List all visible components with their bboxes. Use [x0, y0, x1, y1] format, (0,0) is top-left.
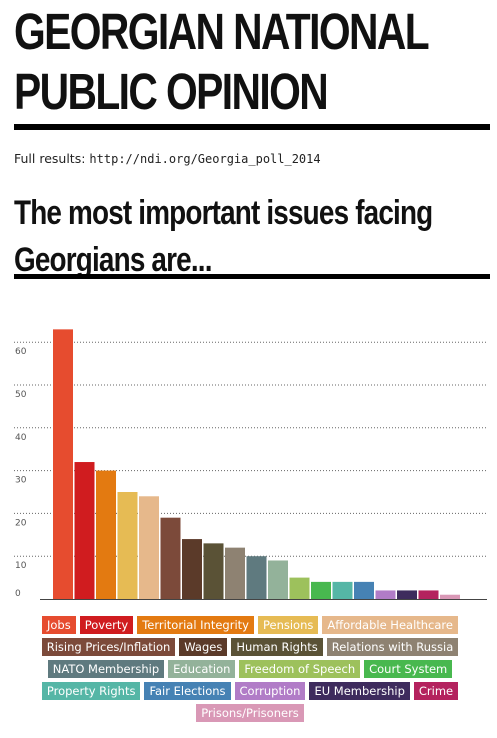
main-title-line-1: GEORGIAN NATIONAL [14, 3, 430, 60]
legend-item-rising-prices-inflation[interactable]: Rising Prices/Inflation [41, 638, 176, 656]
legend-item-fair-elections[interactable]: Fair Elections [144, 682, 231, 700]
bar-rising-prices-inflation[interactable] [160, 517, 181, 599]
y-tick-label: 50 [15, 390, 27, 400]
main-title-line-2: PUBLIC OPINION [14, 63, 329, 120]
legend-item-poverty[interactable]: Poverty [79, 616, 134, 634]
legend-item-court-system[interactable]: Court System [364, 660, 453, 678]
results-link[interactable]: http://ndi.org/Georgia_poll_2014 [89, 152, 321, 166]
bar-property-rights[interactable] [332, 581, 353, 599]
chart-legend: Jobs Poverty Territorial Integrity Pensions… [40, 616, 460, 722]
legend-item-prisons-prisoners[interactable]: Prisons/Prisoners [196, 704, 304, 722]
bar-crime[interactable] [418, 590, 439, 599]
legend-item-human-rights[interactable]: Human Rights [231, 638, 323, 656]
legend-item-pensions[interactable]: Pensions [257, 616, 319, 634]
y-tick-label: 30 [15, 476, 27, 486]
y-tick-label: 40 [15, 433, 27, 443]
issues-bar-chart: 0 10 20 30 40 50 60 [14, 329, 487, 600]
main-title: GEORGIAN NATIONAL PUBLIC OPINION [14, 2, 430, 122]
bar-education[interactable] [268, 560, 288, 599]
legend-item-education[interactable]: Education [168, 660, 236, 678]
legend-item-relations-with-russia[interactable]: Relations with Russia [326, 638, 459, 656]
bar-prisons-prisoners[interactable] [440, 594, 460, 599]
bar-corruption[interactable] [375, 590, 396, 599]
bar-wages[interactable] [182, 539, 202, 599]
bar-relations-with-russia[interactable] [225, 547, 245, 599]
bar-pensions[interactable] [117, 492, 138, 599]
y-tick-label: 10 [15, 561, 27, 571]
bar-eu-membership[interactable] [397, 590, 417, 599]
bar-nato-membership[interactable] [246, 556, 267, 599]
legend-item-corruption[interactable]: Corruption [234, 682, 306, 700]
results-line: Full results: http://ndi.org/Georgia_pol… [14, 151, 321, 166]
y-tick-label: 20 [15, 518, 27, 528]
bar-affordable-healthcare[interactable] [139, 496, 159, 599]
legend-item-jobs[interactable]: Jobs [42, 616, 76, 634]
legend-item-eu-membership[interactable]: EU Membership [309, 682, 410, 700]
bar-fair-elections[interactable] [354, 581, 374, 599]
results-label: Full results: [14, 151, 90, 166]
bar-poverty[interactable] [74, 462, 95, 599]
y-tick-label: 0 [15, 589, 21, 599]
bar-court-system[interactable] [311, 581, 331, 599]
legend-item-territorial-integrity[interactable]: Territorial Integrity [137, 616, 254, 634]
legend-item-property-rights[interactable]: Property Rights [41, 682, 141, 700]
section-divider [14, 274, 490, 279]
section-title: The most important issues facing Georgia… [14, 190, 433, 284]
bar-territorial-integrity[interactable] [96, 470, 116, 599]
legend-item-crime[interactable]: Crime [413, 682, 459, 700]
legend-item-affordable-healthcare[interactable]: Affordable Healthcare [322, 616, 458, 634]
header-divider [14, 124, 490, 130]
section-title-line-1: The most important issues facing [14, 194, 433, 232]
bar-human-rights[interactable] [203, 543, 224, 599]
y-tick-label: 60 [15, 347, 27, 357]
section-title-line-2: Georgians are... [14, 241, 212, 279]
legend-item-freedom-of-speech[interactable]: Freedom of Speech [239, 660, 361, 678]
legend-item-nato-membership[interactable]: NATO Membership [47, 660, 165, 678]
bar-jobs[interactable] [53, 329, 73, 599]
bar-freedom-of-speech[interactable] [289, 577, 310, 599]
legend-item-wages[interactable]: Wages [179, 638, 228, 656]
